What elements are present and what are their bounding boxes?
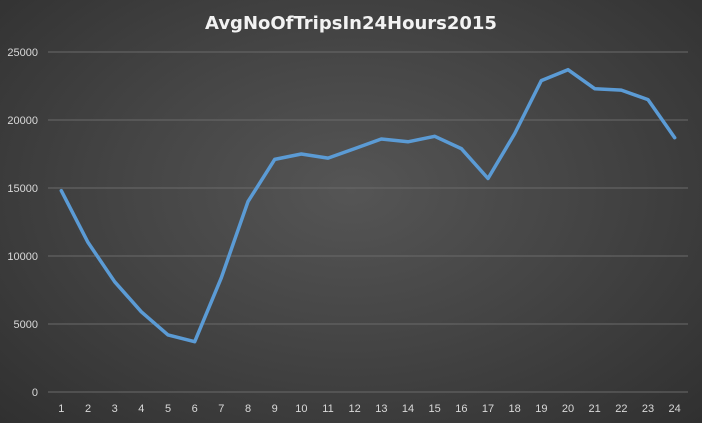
y-tick-label: 5000 bbox=[14, 319, 38, 331]
x-tick-label: 6 bbox=[192, 403, 198, 415]
data-point bbox=[86, 240, 90, 244]
x-tick-label: 11 bbox=[322, 403, 333, 415]
data-point bbox=[113, 280, 117, 284]
x-tick-label: 2 bbox=[85, 403, 91, 415]
data-point bbox=[459, 147, 463, 151]
data-point bbox=[513, 132, 517, 136]
data-point bbox=[619, 88, 623, 92]
data-point bbox=[326, 156, 330, 160]
y-tick-label: 20000 bbox=[7, 115, 38, 127]
data-point bbox=[193, 340, 197, 344]
chart-title: AvgNoOfTripsIn24Hours2015 bbox=[205, 13, 497, 34]
x-tick-label: 24 bbox=[669, 403, 681, 415]
x-tick-label: 20 bbox=[562, 403, 574, 415]
data-point bbox=[246, 200, 250, 204]
x-tick-label: 18 bbox=[509, 403, 521, 415]
x-tick-label: 4 bbox=[138, 403, 144, 415]
data-point bbox=[59, 189, 63, 193]
data-point bbox=[406, 140, 410, 144]
x-tick-label: 14 bbox=[402, 403, 414, 415]
y-axis: 0 5000 10000 15000 20000 25000 bbox=[7, 47, 38, 399]
y-tick-label: 15000 bbox=[7, 183, 38, 195]
x-tick-label: 15 bbox=[429, 403, 441, 415]
data-point bbox=[486, 176, 490, 180]
x-tick-label: 12 bbox=[349, 403, 361, 415]
gridlines bbox=[48, 51, 688, 393]
x-tick-label: 9 bbox=[272, 403, 278, 415]
x-axis: 1 2 3 4 5 6 7 8 9 10 11 12 13 14 15 16 17 18 19 20 21 22 23 24 bbox=[58, 403, 681, 415]
data-point bbox=[593, 87, 597, 91]
data-point bbox=[166, 333, 170, 337]
x-tick-label: 1 bbox=[58, 403, 64, 415]
data-point bbox=[566, 68, 570, 72]
y-tick-label: 0 bbox=[32, 387, 38, 399]
x-tick-label: 3 bbox=[112, 403, 118, 415]
data-point bbox=[139, 310, 143, 314]
x-tick-label: 23 bbox=[642, 403, 654, 415]
series-layer bbox=[59, 67, 677, 344]
x-tick-label: 13 bbox=[375, 403, 387, 415]
x-tick-label: 10 bbox=[295, 403, 307, 415]
x-tick-label: 19 bbox=[535, 403, 547, 415]
data-point bbox=[539, 79, 543, 83]
data-point bbox=[646, 98, 650, 102]
x-tick-label: 16 bbox=[455, 403, 467, 415]
x-tick-label: 7 bbox=[218, 403, 224, 415]
y-tick-label: 25000 bbox=[7, 47, 38, 59]
data-point bbox=[299, 152, 303, 156]
data-point bbox=[353, 147, 357, 151]
data-point bbox=[379, 137, 383, 141]
data-point bbox=[219, 276, 223, 280]
series-line bbox=[59, 67, 677, 344]
x-tick-label: 5 bbox=[165, 403, 171, 415]
data-point bbox=[273, 157, 277, 161]
x-tick-label: 17 bbox=[482, 403, 494, 415]
x-tick-label: 8 bbox=[245, 403, 251, 415]
x-tick-label: 22 bbox=[615, 403, 627, 415]
y-tick-label: 10000 bbox=[7, 251, 38, 263]
x-tick-label: 21 bbox=[589, 403, 601, 415]
data-point bbox=[433, 134, 437, 138]
data-point bbox=[673, 136, 677, 140]
